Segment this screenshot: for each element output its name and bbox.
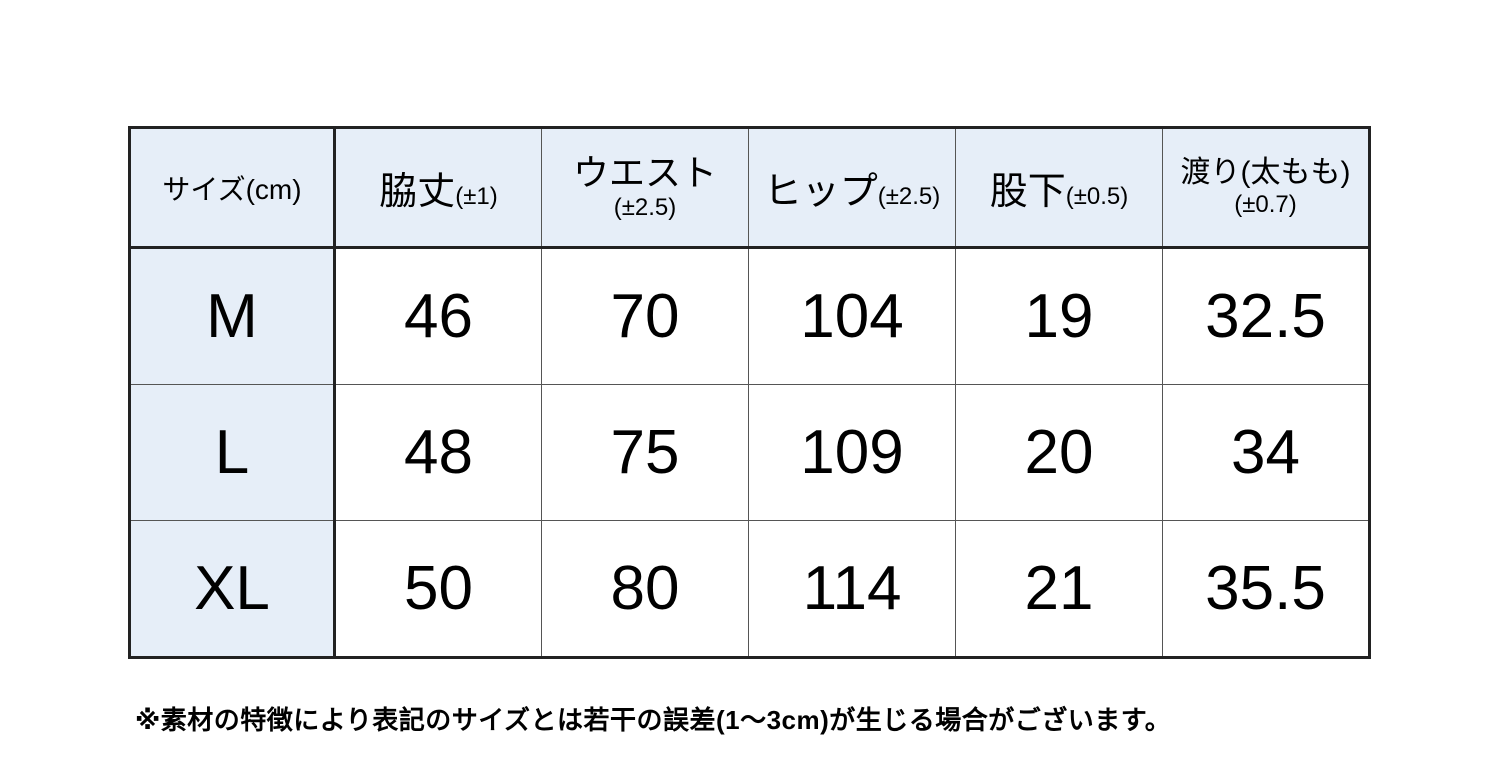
- header-label: ウエスト: [572, 151, 717, 193]
- value-cell: 104: [748, 247, 956, 385]
- value-cell: 109: [748, 384, 956, 521]
- size-cell: M: [129, 247, 336, 385]
- header-label: ヒップ: [763, 171, 878, 213]
- header-tolerance: (±2.5): [613, 193, 677, 221]
- header-label: サイズ(cm): [162, 173, 302, 205]
- value-cell: 75: [541, 384, 749, 521]
- value-cell: 48: [334, 384, 542, 521]
- header-label: 脇丈: [379, 171, 456, 213]
- header-label: 股下: [989, 171, 1066, 213]
- value-cell: 20: [955, 384, 1163, 521]
- header-tolerance: (±1): [455, 183, 498, 210]
- value-cell: 32.5: [1162, 247, 1370, 385]
- header-waist: ウエスト (±2.5): [541, 127, 749, 249]
- size-cell: XL: [129, 520, 336, 658]
- value-cell: 21: [955, 520, 1163, 658]
- size-chart-table: サイズ(cm) 脇丈(±1) ウエスト (±2.5) ヒップ(±2.5) 股下(±…: [128, 126, 1371, 659]
- header-thigh: 渡り(太もも) (±0.7): [1162, 127, 1370, 249]
- value-cell: 46: [334, 247, 542, 385]
- table-row: XL 50 80 114 21 35.5: [129, 520, 1370, 658]
- value-cell: 50: [334, 520, 542, 658]
- header-row: サイズ(cm) 脇丈(±1) ウエスト (±2.5) ヒップ(±2.5) 股下(±…: [129, 127, 1370, 249]
- value-cell: 114: [748, 520, 956, 658]
- table-row: L 48 75 109 20 34: [129, 384, 1370, 521]
- header-inseam: 股下(±0.5): [955, 127, 1163, 249]
- value-cell: 80: [541, 520, 749, 658]
- header-hip: ヒップ(±2.5): [748, 127, 956, 249]
- value-cell: 35.5: [1162, 520, 1370, 658]
- table-row: M 46 70 104 19 32.5: [129, 247, 1370, 385]
- size-cell: L: [129, 384, 336, 521]
- header-size: サイズ(cm): [129, 127, 336, 249]
- disclaimer-note: ※素材の特徴により表記のサイズとは若干の誤差(1～3cm)が生じる場合がございま…: [135, 705, 1172, 735]
- value-cell: 34: [1162, 384, 1370, 521]
- header-side-length: 脇丈(±1): [334, 127, 542, 249]
- header-label: 渡り(太もも): [1180, 155, 1351, 189]
- value-cell: 19: [955, 247, 1163, 385]
- value-cell: 70: [541, 247, 749, 385]
- header-tolerance: (±0.7): [1234, 190, 1297, 218]
- header-tolerance: (±2.5): [877, 183, 941, 210]
- header-tolerance: (±0.5): [1065, 183, 1129, 210]
